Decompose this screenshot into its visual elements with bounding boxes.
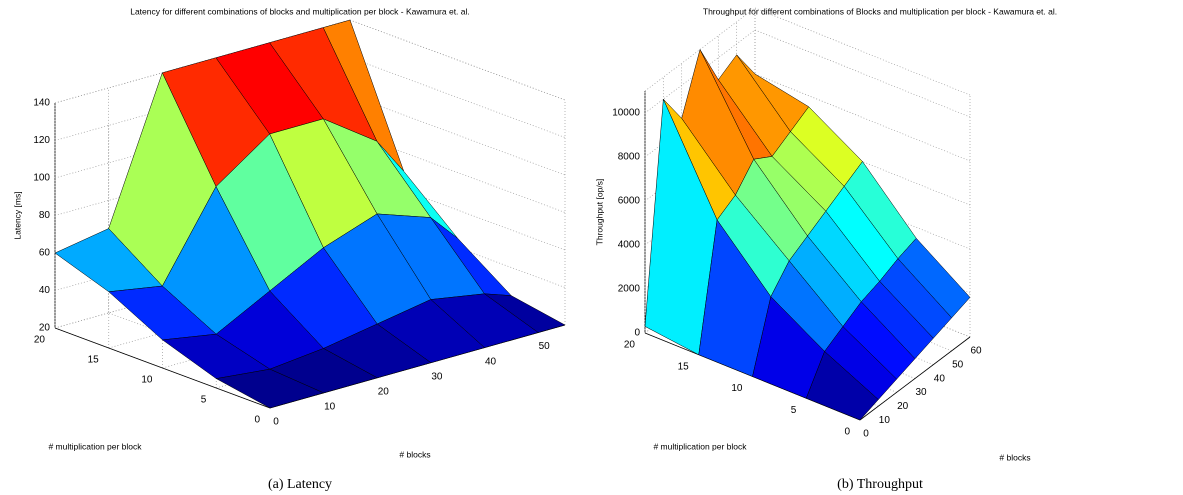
surface-patch [805, 350, 879, 421]
x-tick-label: 50 [539, 341, 551, 352]
grid-line [349, 132, 566, 213]
x-axis [859, 336, 971, 421]
y-axis-label: # multiplication per block [653, 441, 747, 451]
chart-title: Throughput for different combinations of… [703, 6, 1057, 16]
chart-title: Latency for different combinations of bl… [130, 6, 470, 16]
x-tick-label: 30 [915, 387, 927, 398]
x-tick-label: 10 [324, 402, 336, 413]
y-tick-label: 15 [88, 355, 100, 366]
z-axis-label: Latency [ms] [12, 191, 22, 239]
y-axis-label: # multiplication per block [48, 441, 142, 451]
y-tick-label: 20 [624, 340, 636, 351]
z-tick-label: 20 [39, 323, 51, 334]
y-tick-label: 5 [791, 405, 797, 416]
caption: (a) Latency [268, 477, 332, 492]
x-tick-label: 60 [970, 346, 982, 357]
grid-line [644, 29, 756, 114]
z-tick-label: 2000 [618, 284, 641, 295]
grid-line [349, 19, 566, 101]
z-tick-label: 6000 [618, 196, 641, 207]
z-tick-label: 60 [39, 248, 51, 259]
z-tick-label: 100 [33, 173, 50, 184]
z-tick-label: 120 [33, 135, 50, 146]
grid-line [349, 169, 566, 251]
x-tick-label: 10 [879, 415, 891, 426]
y-tick-label: 10 [731, 383, 743, 394]
caption: (b) Throughput [837, 477, 923, 492]
z-tick-label: 0 [634, 328, 640, 339]
x-tick-label: 30 [431, 371, 443, 382]
x-tick-label: 0 [863, 429, 869, 440]
x-tick-label: 20 [897, 401, 909, 412]
grid-line [349, 94, 566, 176]
x-axis-label: # blocks [399, 449, 430, 459]
y-axis [54, 327, 271, 409]
x-tick-label: 40 [485, 356, 497, 367]
y-tick-label: 15 [678, 361, 690, 372]
z-tick-label: 8000 [618, 152, 641, 163]
box-edge [754, 7, 971, 96]
surface-patch [215, 368, 325, 409]
z-tick-label: 10000 [612, 108, 640, 119]
z-tick-label: 140 [33, 98, 50, 109]
x-tick-label: 0 [273, 417, 279, 428]
grid-line [349, 57, 566, 138]
z-tick-label: 4000 [618, 240, 641, 251]
y-tick-label: 0 [254, 415, 260, 426]
x-tick-label: 40 [934, 373, 946, 384]
y-tick-label: 0 [844, 427, 850, 438]
x-axis-label: # blocks [999, 452, 1030, 462]
z-axis-label: Throughput [op/s] [594, 179, 604, 246]
y-tick-label: 20 [34, 335, 46, 346]
z-tick-label: 40 [39, 285, 51, 296]
y-tick-label: 5 [201, 395, 207, 406]
x-tick-label: 20 [378, 386, 390, 397]
box-edge [644, 7, 756, 92]
x-tick-label: 50 [952, 359, 964, 370]
y-tick-label: 10 [141, 375, 153, 386]
z-tick-label: 80 [39, 210, 51, 221]
